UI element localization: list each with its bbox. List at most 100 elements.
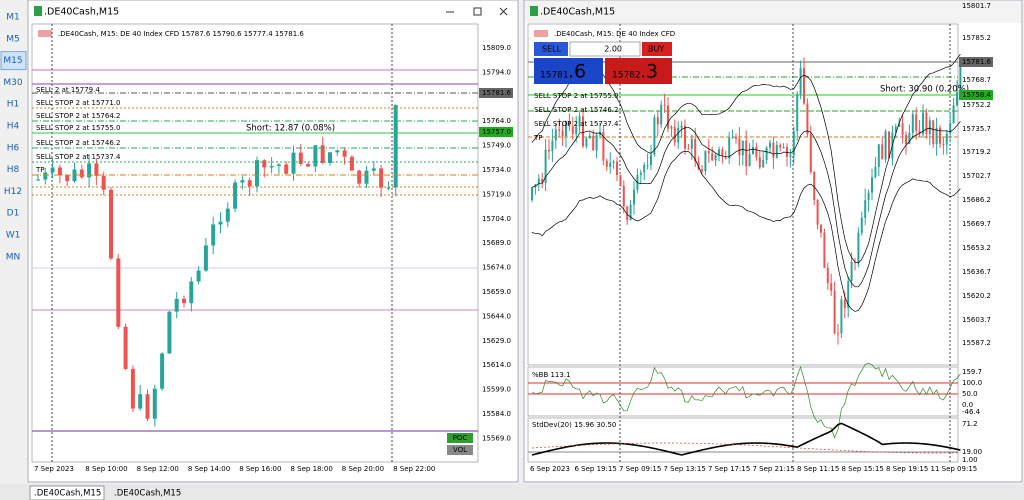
candle-body — [565, 121, 567, 136]
timeframe-button[interactable]: M15 — [3, 56, 22, 66]
candle-body — [233, 182, 238, 209]
buy-label: BUY — [648, 45, 664, 54]
timeframe-button[interactable]: D1 — [7, 209, 20, 219]
timeframe-button[interactable]: W1 — [6, 231, 21, 241]
indicator-button[interactable] — [447, 433, 473, 443]
candle-body — [820, 224, 822, 233]
candle-body — [87, 163, 92, 178]
candle-body — [945, 133, 948, 145]
candle-body — [908, 132, 911, 144]
price-label: 15794.0 — [482, 68, 511, 76]
time-label: 8 Sep 14:00 — [188, 465, 230, 473]
order-label: SELL STOP 2 at 15771.0 — [36, 99, 120, 107]
timeframe-button[interactable]: H4 — [7, 122, 20, 132]
candle-body — [680, 125, 683, 128]
timeframe-button[interactable]: H6 — [7, 143, 20, 153]
candle-body — [211, 224, 216, 246]
tab[interactable] — [29, 485, 105, 500]
candle-body — [877, 144, 880, 168]
timeframe-button[interactable]: M5 — [6, 34, 20, 44]
candle-body — [871, 177, 873, 193]
price-label: 15674.0 — [482, 264, 511, 272]
candle-body — [803, 67, 805, 104]
candle-body — [690, 138, 693, 149]
time-label: 8 Sep 12:00 — [137, 465, 179, 473]
window-buttons[interactable] — [446, 7, 508, 16]
candle-body — [741, 140, 744, 156]
candle-body — [748, 154, 751, 167]
indicator-axis-label: 19.00 — [962, 448, 982, 456]
price-label: 15719.0 — [482, 190, 511, 198]
candle-body — [276, 164, 281, 166]
indicator-axis-label: 71.2 — [962, 420, 978, 428]
price-label: 15569.0 — [482, 434, 511, 442]
candle-body — [888, 131, 890, 159]
candle-body — [738, 138, 741, 156]
price-label: 15614.0 — [482, 361, 511, 369]
bid-box[interactable] — [534, 58, 603, 84]
candle-body — [816, 199, 819, 225]
price-tag-label: 15758.4 — [962, 91, 991, 99]
candle-body — [857, 232, 860, 263]
candle-body — [558, 129, 561, 131]
candle-body — [320, 145, 325, 163]
time-label: 8 Sep 10:00 — [85, 465, 127, 473]
candle-body — [599, 131, 601, 135]
candle-body — [673, 126, 676, 143]
time-label: 6 Sep 19:15 — [575, 465, 617, 473]
indicator-axis-label: 159.7 — [962, 368, 982, 376]
sell-button[interactable] — [534, 42, 568, 56]
order-label: SELL STOP 2 at 15746.2 — [36, 139, 120, 147]
candle-body — [826, 267, 829, 284]
candle-body — [364, 170, 369, 184]
sell-label: SELL — [542, 45, 562, 54]
price-label: 15686.2 — [962, 196, 991, 204]
candle-body — [762, 160, 765, 168]
timeframe-button[interactable]: MN — [6, 252, 21, 262]
timeframe-button[interactable]: H1 — [7, 100, 20, 110]
bb-pane — [527, 366, 959, 417]
candle-body — [714, 154, 717, 161]
candle-body — [101, 175, 106, 190]
candle-body — [850, 262, 853, 282]
tab-label: .DE40Cash,M15 — [114, 489, 181, 499]
header-icon — [534, 30, 548, 37]
candle-body — [575, 126, 578, 134]
order-label: SELL STOP 2 at 15755.0 — [36, 124, 120, 132]
candle-body — [656, 117, 659, 125]
candle-body — [247, 180, 252, 187]
candle-body — [571, 126, 574, 134]
candle-body — [548, 149, 550, 152]
candle-body — [677, 127, 680, 143]
lots-input[interactable] — [569, 41, 641, 57]
candle-body — [328, 152, 332, 163]
ask-box[interactable] — [605, 58, 672, 84]
indicator-axis-label: 100.0 — [962, 379, 982, 387]
price-label: 15599.0 — [482, 386, 511, 394]
timeframe-active — [0, 51, 27, 71]
candle-body — [752, 146, 754, 155]
candle-body — [335, 150, 340, 153]
price-label: 15636.7 — [962, 268, 991, 276]
timeframe-button[interactable]: M30 — [3, 78, 22, 88]
candle-body — [918, 130, 921, 135]
candle-body — [701, 169, 703, 172]
candle-body — [922, 112, 924, 135]
time-label: 8 Sep 15:15 — [842, 465, 884, 473]
candle-body — [901, 123, 904, 135]
candle-body — [915, 114, 918, 131]
timeframe-button[interactable]: M1 — [6, 13, 20, 23]
candle-body — [619, 175, 622, 186]
candle-body — [833, 290, 836, 334]
price-label: 15620.2 — [962, 292, 991, 300]
candle-body — [592, 135, 595, 151]
indicator-label: StdDev(20) 15.96 30.50 — [532, 421, 616, 429]
candle-body — [775, 145, 778, 158]
order-label: SELL STOP 2 at 15746.2 — [534, 106, 618, 114]
buy-button[interactable] — [642, 42, 672, 56]
timeframe-button[interactable]: H8 — [7, 165, 20, 175]
candle-body — [554, 129, 557, 141]
indicator-button[interactable] — [447, 445, 473, 455]
candle-body — [138, 394, 143, 409]
timeframe-button[interactable]: H12 — [4, 187, 22, 197]
